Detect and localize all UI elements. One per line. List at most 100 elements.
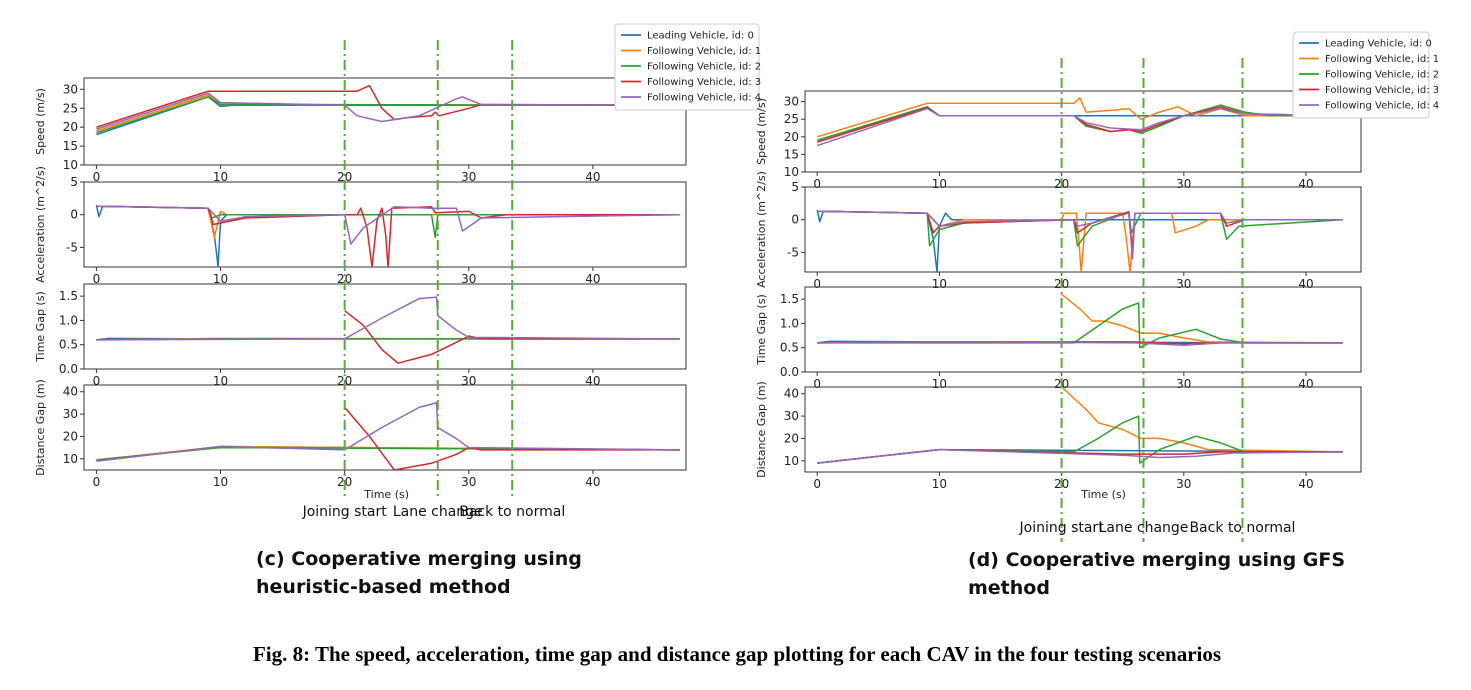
x-tick-label: 10 <box>213 272 228 286</box>
series-line-following-vehicle-id-2 <box>817 210 1343 247</box>
event-label-lane-change: Lane change <box>393 504 483 520</box>
series-line-following-vehicle-id-3 <box>817 448 1343 464</box>
subplot-c-0: 10 15 20 25 30 Speed (m/s) 0 10 20 30 40 <box>34 77 687 184</box>
y-tick-label: 5 <box>70 175 78 189</box>
series-group <box>96 84 680 136</box>
y-tick-label: 10 <box>784 165 799 179</box>
y-tick-label: 0.0 <box>59 362 78 376</box>
y-tick-label: 20 <box>63 429 78 443</box>
x-tick-label: 0 <box>93 170 101 184</box>
y-tick-label: 20 <box>63 120 78 134</box>
series-group <box>96 296 680 364</box>
y-tick-label: 20 <box>784 431 799 445</box>
legend-entry: Following Vehicle, id: 2 <box>1325 70 1439 81</box>
event-label-lane-change: Lane change <box>1099 520 1189 536</box>
x-axis-label: Time (s) <box>363 488 409 501</box>
series-group <box>817 293 1343 349</box>
x-tick-label: 40 <box>1298 177 1313 191</box>
y-axis-label: Distance Gap (m) <box>755 381 768 478</box>
x-tick-label: 0 <box>813 177 821 191</box>
series-line-following-vehicle-id-4 <box>96 205 680 245</box>
legend-entry: Following Vehicle, id: 4 <box>1325 101 1439 112</box>
x-tick-label: 40 <box>1298 477 1313 491</box>
y-tick-label: 1.5 <box>59 289 78 303</box>
x-tick-label: 30 <box>1176 277 1191 291</box>
series-line-following-vehicle-id-4 <box>816 107 1343 147</box>
series-line-following-vehicle-id-3 <box>344 406 680 470</box>
series-group <box>816 97 1343 147</box>
x-tick-label: 30 <box>1176 377 1191 391</box>
series-line-following-vehicle-id-1 <box>1061 293 1343 344</box>
y-axis-label: Time Gap (s) <box>34 291 47 362</box>
y-tick-label: 30 <box>63 82 78 96</box>
x-tick-label: 40 <box>585 272 600 286</box>
x-tick-label: 40 <box>1298 377 1313 391</box>
y-axis-label: Speed (m/s) <box>755 98 768 165</box>
series-line-following-vehicle-id-4 <box>817 210 1343 260</box>
series-group <box>96 402 680 470</box>
series-line-following-vehicle-id-1 <box>817 210 1343 272</box>
y-tick-label: 15 <box>784 147 799 161</box>
y-tick-label: 0.5 <box>59 338 78 352</box>
x-tick-label: 10 <box>213 374 228 388</box>
y-tick-label: 40 <box>63 385 78 399</box>
y-tick-label: 30 <box>784 95 799 109</box>
x-tick-label: 10 <box>213 475 228 489</box>
figure-caption: Fig. 8: The speed, acceleration, time ga… <box>253 642 1221 666</box>
x-tick-label: 10 <box>213 170 228 184</box>
chart-panel-c: 10 15 20 25 30 Speed (m/s) 0 10 20 30 40 -5 0 5 Accele… <box>34 23 761 598</box>
legend-entry: Following Vehicle, id: 1 <box>1325 54 1439 65</box>
panel-subtitle: (d) Cooperative merging using GFS <box>968 549 1345 571</box>
x-tick-label: 40 <box>585 170 600 184</box>
y-tick-label: 25 <box>784 112 799 126</box>
y-axis-label: Speed (m/s) <box>34 88 47 155</box>
y-tick-label: 10 <box>63 452 78 466</box>
panel-subtitle: heuristic-based method <box>256 576 511 598</box>
plot-frame <box>804 286 1362 373</box>
event-label-back-to-normal: Back to normal <box>1189 520 1295 536</box>
y-tick-label: 1.0 <box>59 313 78 327</box>
legend-entry: Following Vehicle, id: 3 <box>1325 85 1439 96</box>
y-tick-label: 0.0 <box>780 365 799 379</box>
x-tick-label: 0 <box>93 374 101 388</box>
legend-entry: Leading Vehicle, id: 0 <box>1325 39 1432 50</box>
series-line-following-vehicle-id-2 <box>96 96 680 134</box>
x-tick-label: 30 <box>461 170 476 184</box>
y-axis-label: Distance Gap (m) <box>34 379 47 476</box>
plot-frame <box>804 386 1362 473</box>
legend-box <box>1292 31 1430 119</box>
y-tick-label: -5 <box>787 245 799 259</box>
plot-frame <box>804 186 1362 273</box>
y-axis-label: Time Gap (s) <box>755 294 768 365</box>
panel-subtitle: (c) Cooperative merging using <box>256 548 582 570</box>
x-tick-label: 0 <box>813 477 821 491</box>
y-tick-label: 20 <box>784 130 799 144</box>
series-group <box>95 204 680 267</box>
x-tick-label: 10 <box>932 277 947 291</box>
legend: Leading Vehicle, id: 0 Following Vehicle,… <box>1292 31 1439 119</box>
y-axis-label: Acceleration (m^2/s) <box>34 166 47 283</box>
y-tick-label: 5 <box>791 180 799 194</box>
x-tick-label: 0 <box>93 272 101 286</box>
y-tick-label: 15 <box>63 139 78 153</box>
x-tick-label: 40 <box>585 475 600 489</box>
plot-frame <box>804 90 1362 173</box>
x-axis-label: Time (s) <box>1080 488 1126 501</box>
x-tick-label: 30 <box>1176 477 1191 491</box>
legend-entry: Leading Vehicle, id: 0 <box>647 31 754 42</box>
series-line-following-vehicle-id-2 <box>817 302 1343 349</box>
plot-frame <box>83 283 687 370</box>
y-tick-label: 1.0 <box>780 316 799 330</box>
y-tick-label: 30 <box>63 407 78 421</box>
series-line-following-vehicle-id-2 <box>816 104 1343 142</box>
plot-frame <box>83 181 687 268</box>
x-tick-label: 20 <box>337 272 352 286</box>
x-tick-label: 30 <box>461 272 476 286</box>
